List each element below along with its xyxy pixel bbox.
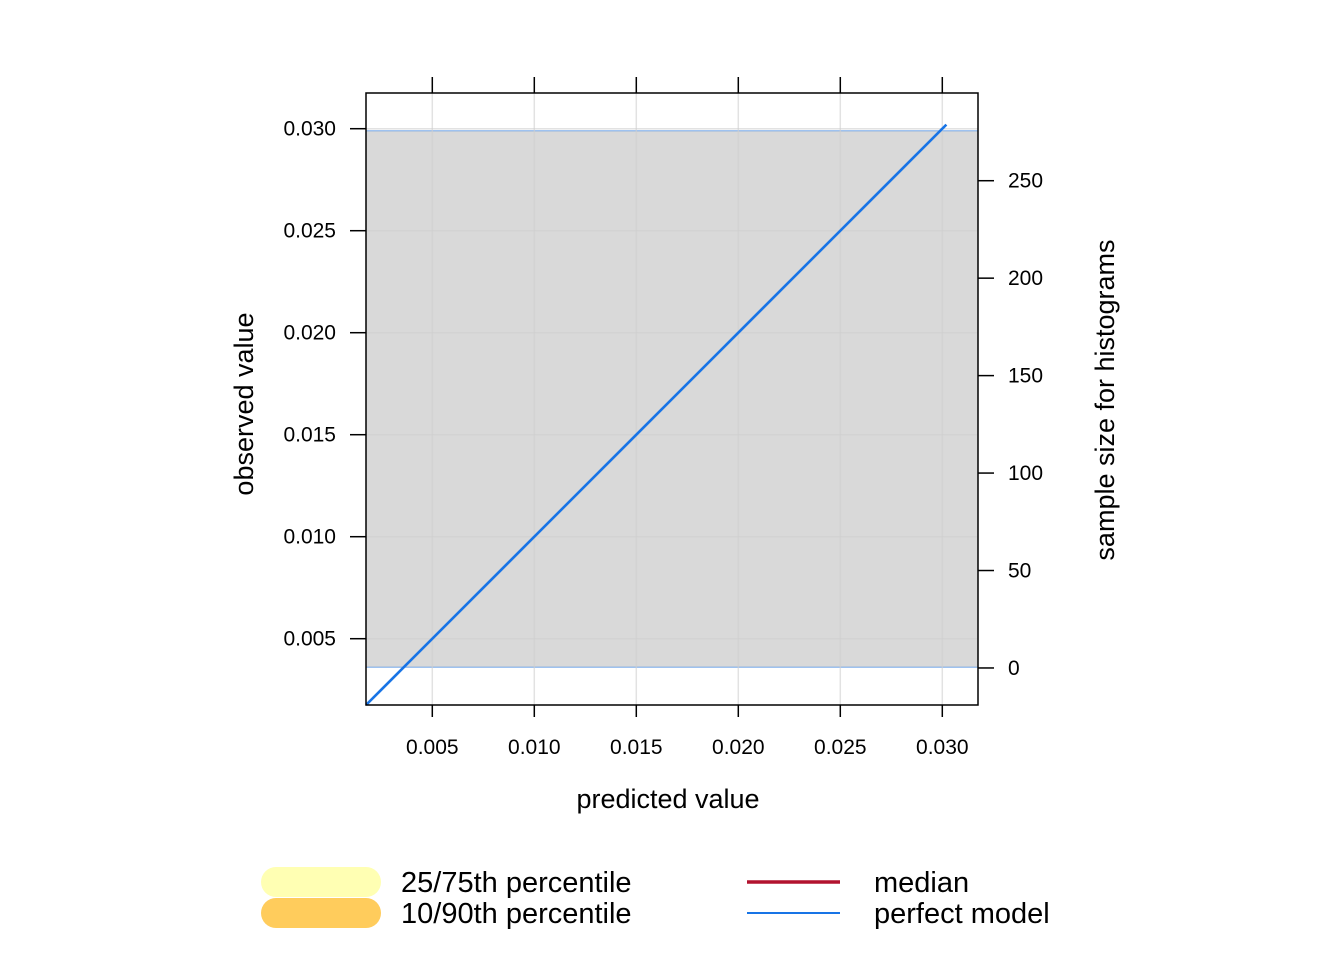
- x-tick-label: 0.015: [610, 736, 663, 759]
- y-axis-title: observed value: [229, 312, 259, 495]
- legend-swatch-band: [261, 867, 381, 897]
- legend-label: 10/90th percentile: [401, 898, 632, 930]
- y2-tick-label: 0: [1008, 657, 1020, 680]
- x-tick-label: 0.010: [508, 736, 561, 759]
- plot-frame: [365, 92, 979, 706]
- legend-label: median: [874, 867, 969, 899]
- y-tick-label: 0.020: [283, 322, 336, 345]
- y-tick-label: 0.030: [283, 118, 336, 141]
- y2-tick-label: 50: [1008, 560, 1031, 583]
- y-tick-label: 0.010: [283, 526, 336, 549]
- legend-label: perfect model: [874, 898, 1050, 930]
- y2-tick-label: 200: [1008, 267, 1043, 290]
- y2-axis-title: sample size for histograms: [1090, 239, 1120, 560]
- legend-swatch-band: [261, 898, 381, 928]
- axes: 0.005 0.010 0.015 0.020 0.025 0.030 0.005 0.010…: [283, 77, 1043, 759]
- x-tick-label: 0.005: [406, 736, 459, 759]
- y2-tick-label: 250: [1008, 170, 1043, 193]
- series-lines: [365, 123, 948, 706]
- y-tick-label: 0.015: [283, 424, 336, 447]
- x-axis-title: predicted value: [576, 784, 759, 814]
- x-tick-label: 0.025: [814, 736, 867, 759]
- grid-lines: [366, 93, 978, 705]
- y-tick-label: 0.025: [283, 220, 336, 243]
- y2-tick-label: 100: [1008, 462, 1043, 485]
- legend-label: 25/75th percentile: [401, 867, 632, 899]
- x-tick-label: 0.030: [916, 736, 969, 759]
- y-tick-label: 0.005: [283, 628, 336, 651]
- y2-tick-label: 150: [1008, 365, 1043, 388]
- series-line-perfect-model: [365, 123, 948, 706]
- x-tick-label: 0.020: [712, 736, 765, 759]
